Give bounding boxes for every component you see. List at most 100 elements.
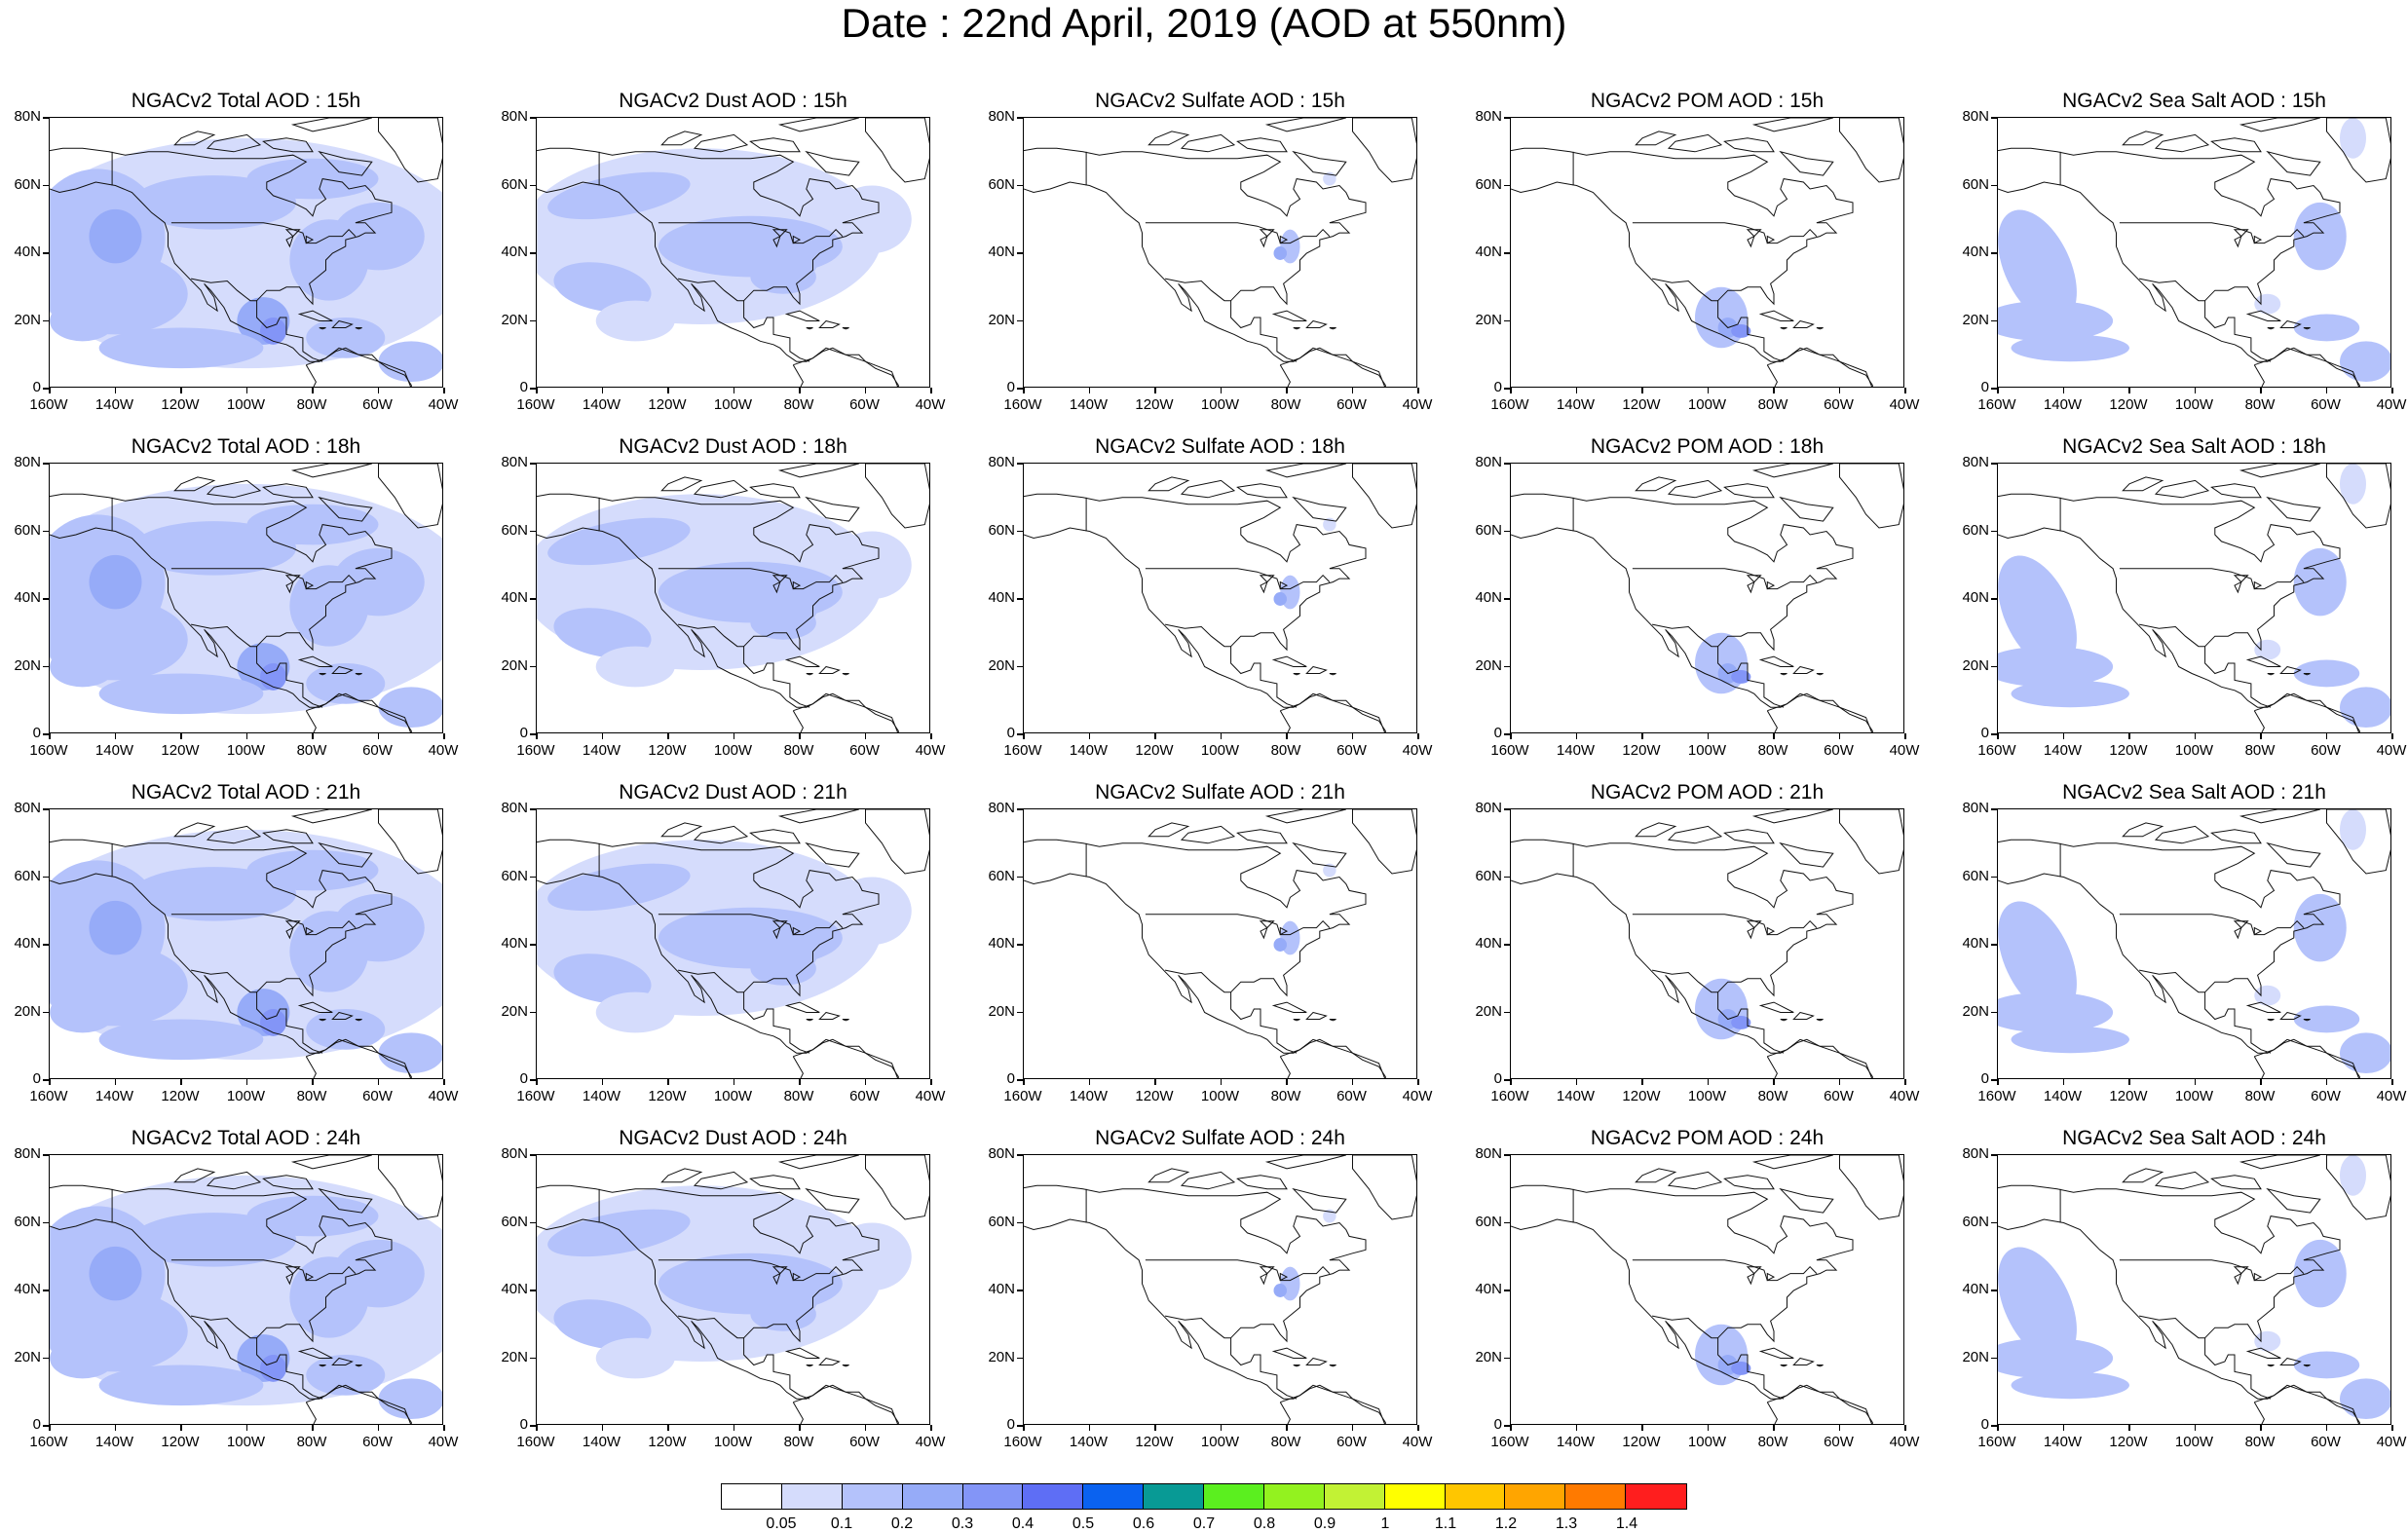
lon-tick	[601, 1079, 603, 1085]
lon-tick	[1838, 388, 1840, 393]
aod-region	[553, 953, 652, 1004]
lat-tick-label: 20N	[14, 656, 41, 674]
aod-region	[547, 1209, 691, 1257]
coastline	[2154, 1171, 2210, 1190]
coastline	[1352, 118, 1416, 183]
lon-tick	[1707, 733, 1709, 739]
aod-region	[2340, 464, 2366, 505]
lon-tick	[1286, 388, 1288, 393]
coastline	[1780, 327, 1787, 330]
coastline	[1279, 1384, 1386, 1424]
coastline	[2326, 1155, 2390, 1220]
coastline	[1259, 229, 1275, 238]
lat-tick-label: 40N	[988, 589, 1015, 606]
lon-tick	[864, 733, 866, 739]
coastline	[2267, 327, 2275, 330]
aod-region	[1695, 632, 1748, 694]
colorbar-label: 1.4	[1615, 1515, 1638, 1532]
coastline	[1260, 1272, 1268, 1286]
colorbar-swatch	[1023, 1484, 1084, 1509]
lon-tick	[799, 733, 801, 739]
lat-tick-label: 0	[519, 1416, 528, 1433]
coastline	[1816, 1019, 1824, 1022]
lat-tick	[1017, 319, 1023, 321]
coastline	[1667, 479, 1723, 499]
coastline	[2303, 1019, 2311, 1022]
lat-tick-label: 60N	[501, 867, 528, 884]
lon-tick	[2194, 1079, 2196, 1085]
coastline	[771, 920, 788, 929]
coastline	[290, 809, 372, 824]
coastline	[1667, 133, 1723, 153]
lon-tick	[443, 1079, 445, 1085]
coastline	[1998, 181, 2360, 387]
lon-tick	[2062, 388, 2064, 393]
map-panel	[1510, 117, 1904, 388]
lon-tick-label: 40W	[1889, 742, 1920, 759]
lon-tick-label: 60W	[2311, 742, 2341, 759]
colorbar-swatch	[1565, 1484, 1627, 1509]
coastline	[1746, 1266, 1762, 1275]
lon-tick	[114, 1079, 116, 1085]
lat-tick	[43, 1221, 49, 1223]
coastline	[331, 665, 354, 674]
lon-tick	[1904, 388, 1906, 393]
coastline	[1766, 235, 1776, 244]
coastline	[331, 1011, 354, 1020]
colorbar-label: 0.2	[890, 1515, 914, 1532]
lon-tick-label: 40W	[1402, 742, 1433, 759]
lon-tick-label: 40W	[428, 742, 459, 759]
lat-tick	[1017, 1221, 1023, 1223]
lat-tick	[1991, 319, 1997, 321]
aod-region	[2293, 1239, 2347, 1308]
lon-tick	[1510, 1425, 1512, 1431]
coastline	[1264, 1155, 1346, 1170]
aod-region	[547, 863, 691, 912]
coastline	[2239, 464, 2320, 478]
lon-tick-label: 120W	[1135, 742, 1174, 759]
lon-tick	[1707, 1425, 1709, 1431]
aod-region	[1998, 901, 2077, 1016]
coastline	[806, 1365, 813, 1367]
lon-tick	[2062, 1079, 2064, 1085]
lon-tick	[114, 1425, 116, 1431]
coastline	[284, 575, 301, 583]
lat-tick-label: 20N	[501, 1002, 528, 1020]
lon-tick-label: 100W	[226, 742, 266, 759]
lat-tick-label: 20N	[988, 656, 1015, 674]
lon-tick	[1838, 1079, 1840, 1085]
coastline	[378, 1155, 442, 1220]
lon-tick	[312, 1079, 314, 1085]
coastline	[792, 1384, 899, 1424]
map-panel	[49, 808, 443, 1079]
lon-tick-label: 80W	[296, 742, 327, 759]
coastline	[1667, 825, 1723, 844]
colorbar-swatch	[1626, 1484, 1686, 1509]
coastline	[678, 1315, 744, 1339]
lon-tick	[2325, 1079, 2327, 1085]
lon-tick	[1023, 1079, 1025, 1085]
lat-tick-label: 40N	[14, 1281, 41, 1297]
lat-tick	[1991, 944, 1997, 946]
aod-region	[2293, 1005, 2360, 1033]
coastline	[777, 118, 859, 132]
coastline	[2119, 914, 2305, 936]
coastline	[1271, 655, 1307, 667]
coastline	[284, 920, 301, 929]
lat-tick	[530, 665, 536, 667]
coastline	[777, 1155, 859, 1170]
lat-tick	[43, 1290, 49, 1291]
lon-tick	[1575, 1079, 1577, 1085]
lat-tick	[1017, 463, 1023, 465]
coastline	[1758, 655, 1794, 667]
coastline	[191, 1315, 257, 1339]
lon-tick-label: 160W	[1490, 742, 1529, 759]
colorbar-label: 1.2	[1494, 1515, 1518, 1532]
coastline	[1180, 825, 1236, 844]
coastline	[1998, 873, 2360, 1078]
coastline	[191, 969, 257, 993]
coastline	[660, 822, 703, 838]
lat-tick-label: 0	[1006, 379, 1015, 395]
lat-tick-label: 0	[1493, 1416, 1502, 1433]
lon-tick	[667, 1425, 669, 1431]
